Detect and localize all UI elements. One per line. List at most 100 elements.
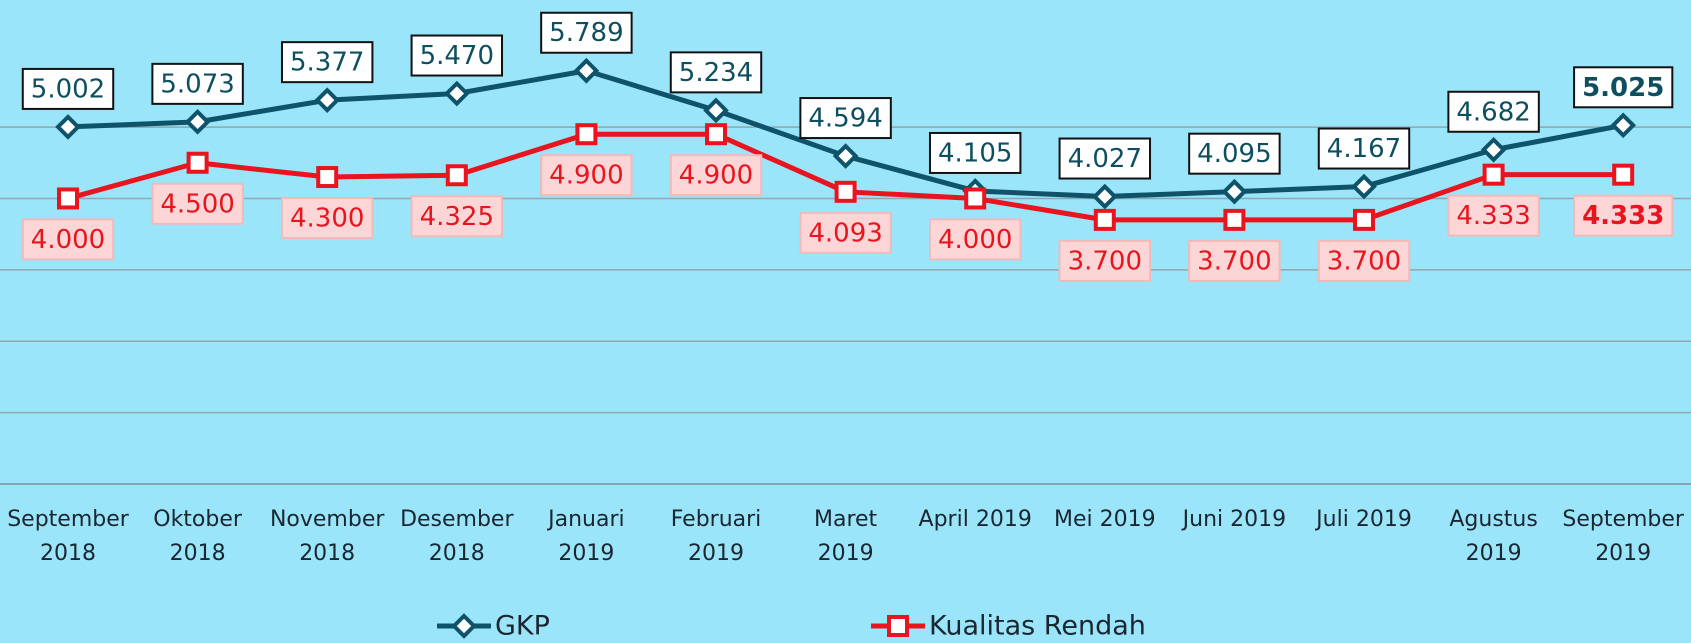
- value-label-text: 4.594: [808, 104, 882, 134]
- marker: [57, 187, 79, 210]
- marker: [1612, 163, 1635, 186]
- marker: [703, 97, 729, 124]
- marker: [832, 143, 859, 169]
- marker: [1221, 178, 1248, 205]
- value-label-text: 4.900: [549, 161, 623, 191]
- value-label: 4.095: [1188, 132, 1281, 175]
- value-label-box: [21, 67, 115, 110]
- marker: [314, 87, 341, 113]
- marker: [887, 615, 909, 637]
- marker: [1091, 183, 1118, 210]
- value-label-text: 4.325: [420, 202, 494, 232]
- x-tick-label: April 2019: [918, 507, 1032, 532]
- value-label-text: 5.073: [160, 69, 234, 99]
- value-label-box: [410, 195, 504, 238]
- value-label: 3.700: [1317, 239, 1411, 282]
- x-tick-label: September 2019: [1562, 507, 1684, 566]
- value-label-box: [21, 218, 115, 261]
- value-label-box: [1058, 137, 1152, 180]
- marker: [1482, 163, 1505, 186]
- marker: [1093, 208, 1116, 231]
- value-label: 4.333: [1573, 194, 1674, 237]
- value-label-box: [799, 211, 892, 254]
- value-label-box: [1317, 127, 1411, 170]
- value-label-box: [1058, 239, 1152, 282]
- value-label-text: 5.002: [31, 74, 105, 104]
- value-label-box: [669, 154, 763, 197]
- x-tick-label: Desember 2018: [400, 507, 514, 566]
- x-tick-label: Maret 2019: [814, 507, 878, 566]
- value-label-box: [280, 41, 374, 84]
- value-label-text: 4.300: [290, 204, 364, 234]
- marker: [1353, 208, 1375, 231]
- value-label-text: 4.167: [1327, 134, 1401, 164]
- value-label-text: 5.789: [549, 18, 623, 48]
- legend-label: GKP: [495, 611, 550, 642]
- value-label-text: 4.333: [1582, 201, 1664, 231]
- marker: [573, 57, 600, 84]
- value-label-box: [410, 34, 504, 77]
- value-label-text: 4.682: [1456, 97, 1530, 127]
- value-label-text: 3.700: [1197, 246, 1271, 276]
- x-tick-label: Juni 2019: [1182, 507, 1287, 532]
- value-label-text: 5.234: [679, 58, 753, 88]
- x-tick-label: November 2018: [269, 507, 385, 566]
- x-tick-label: Oktober 2018: [153, 507, 242, 566]
- value-label-text: 5.025: [1582, 73, 1664, 103]
- value-label-box: [151, 62, 244, 105]
- value-label-box: [540, 154, 633, 197]
- value-label-box: [151, 182, 244, 225]
- value-label: 4.000: [21, 218, 115, 261]
- marker: [1351, 173, 1377, 200]
- value-label: 4.167: [1317, 127, 1411, 170]
- marker: [445, 164, 468, 187]
- value-label-box: [1447, 194, 1540, 237]
- value-label-text: 4.900: [679, 161, 753, 191]
- value-label-text: 5.377: [290, 48, 364, 78]
- value-label-box: [280, 197, 374, 240]
- value-label-box: [1573, 194, 1674, 237]
- marker: [575, 123, 598, 146]
- value-label: 3.700: [1058, 239, 1152, 282]
- value-label-text: 4.105: [938, 138, 1012, 168]
- marker: [834, 180, 857, 203]
- marker: [1610, 112, 1637, 139]
- value-label-box: [1188, 132, 1281, 175]
- value-label-text: 3.700: [1327, 246, 1401, 276]
- value-label: 4.900: [669, 154, 763, 197]
- value-label: 5.025: [1573, 66, 1674, 109]
- value-label-text: 4.500: [160, 189, 234, 219]
- marker: [443, 80, 470, 107]
- x-tick-label: Juli 2019: [1316, 507, 1412, 532]
- value-label-box: [1573, 66, 1674, 109]
- value-label-box: [540, 11, 633, 54]
- marker: [705, 123, 727, 146]
- value-label: 4.333: [1447, 194, 1540, 237]
- marker: [55, 114, 81, 140]
- value-label-text: 4.000: [31, 225, 105, 255]
- value-label-box: [1447, 90, 1540, 133]
- marker: [316, 166, 339, 189]
- value-label-text: 3.700: [1068, 246, 1142, 276]
- value-label: 5.073: [151, 62, 244, 105]
- value-label-box: [1317, 239, 1411, 282]
- x-tick-label: Agustus 2019: [1449, 507, 1538, 566]
- x-tick-label: Januari 2019: [548, 507, 625, 566]
- value-label-text: 4.095: [1197, 139, 1271, 169]
- marker: [1480, 136, 1507, 163]
- value-label-box: [1188, 239, 1281, 282]
- x-tick-label: Februari 2019: [670, 507, 762, 566]
- value-label: 4.682: [1447, 90, 1540, 133]
- marker: [1223, 208, 1246, 231]
- marker: [451, 613, 477, 639]
- value-label: 4.027: [1058, 137, 1152, 180]
- value-label: 4.105: [928, 131, 1022, 174]
- value-label: 4.594: [799, 97, 892, 140]
- value-label: 4.300: [280, 197, 374, 240]
- value-label-text: 5.470: [420, 41, 494, 71]
- value-label: 4.000: [928, 218, 1022, 261]
- value-label: 3.700: [1188, 239, 1281, 282]
- value-label-text: 4.027: [1068, 144, 1142, 174]
